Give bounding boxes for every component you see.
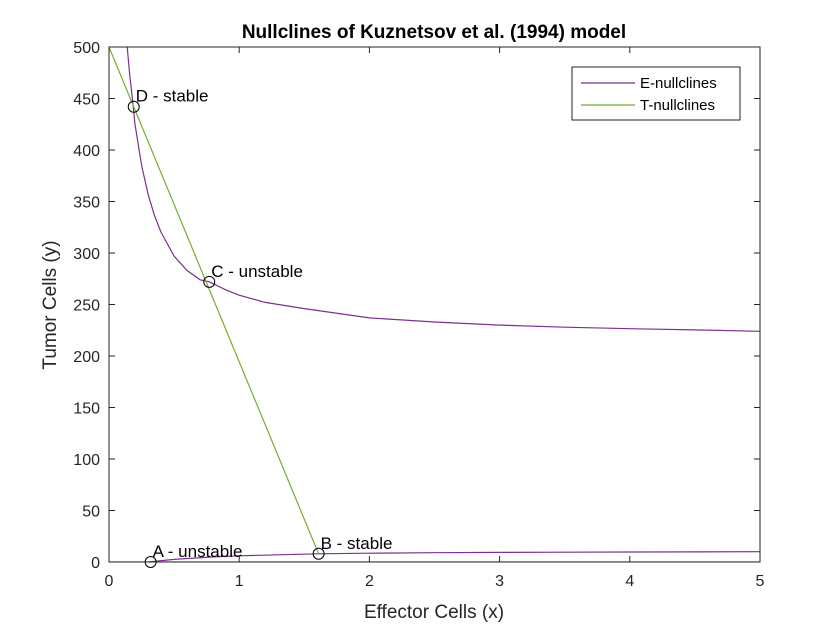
x-tick-label: 0 (105, 573, 114, 590)
legend-box (571, 66, 741, 121)
equilibrium-point-marker (312, 547, 325, 560)
equilibrium-point-marker (203, 275, 216, 288)
y-tick-label: 0 (91, 555, 100, 572)
y-axis-label: Tumor Cells (y) (40, 240, 61, 369)
legend-label: E-nullclines (640, 75, 717, 92)
y-tick-label: 250 (73, 298, 100, 315)
y-tick-label: 50 (82, 504, 100, 521)
chart-title: Nullclines of Kuznetsov et al. (1994) mo… (242, 22, 626, 43)
y-tick-label: 300 (73, 246, 100, 263)
y-tick-label: 500 (73, 40, 100, 57)
x-tick-label: 4 (625, 573, 634, 590)
y-tick-label: 100 (73, 452, 100, 469)
equilibrium-markers: A - unstable B - stable C - unstable D - st… (127, 87, 393, 568)
t-nullcline-curve (109, 47, 320, 555)
e-nullcline-curve (126, 47, 760, 332)
equilibrium-point-marker (127, 100, 140, 113)
equilibrium-point-label: D - stable (136, 87, 209, 106)
y-tick-label: 150 (73, 401, 100, 418)
legend: E-nullclines T-nullclines (571, 66, 741, 121)
e-nullcline-curve (148, 551, 760, 562)
x-tick-label: 2 (365, 573, 374, 590)
equilibrium-point-label: A - unstable (153, 542, 243, 561)
y-tick-label: 200 (73, 349, 100, 366)
x-axis-label: Effector Cells (x) (364, 602, 504, 623)
x-tick-label: 1 (235, 573, 244, 590)
equilibrium-point-label: C - unstable (211, 262, 303, 281)
y-tick-label: 450 (73, 92, 100, 109)
y-tick-label: 350 (73, 195, 100, 212)
plot-area: A - unstable B - stable C - unstable D - st… (73, 40, 764, 590)
equilibrium-point-label: B - stable (321, 534, 393, 553)
x-tick-label: 3 (495, 573, 504, 590)
series-layer (109, 47, 760, 562)
legend-label: T-nullclines (640, 97, 715, 114)
x-tick-label: 5 (756, 573, 765, 590)
y-tick-label: 400 (73, 143, 100, 160)
